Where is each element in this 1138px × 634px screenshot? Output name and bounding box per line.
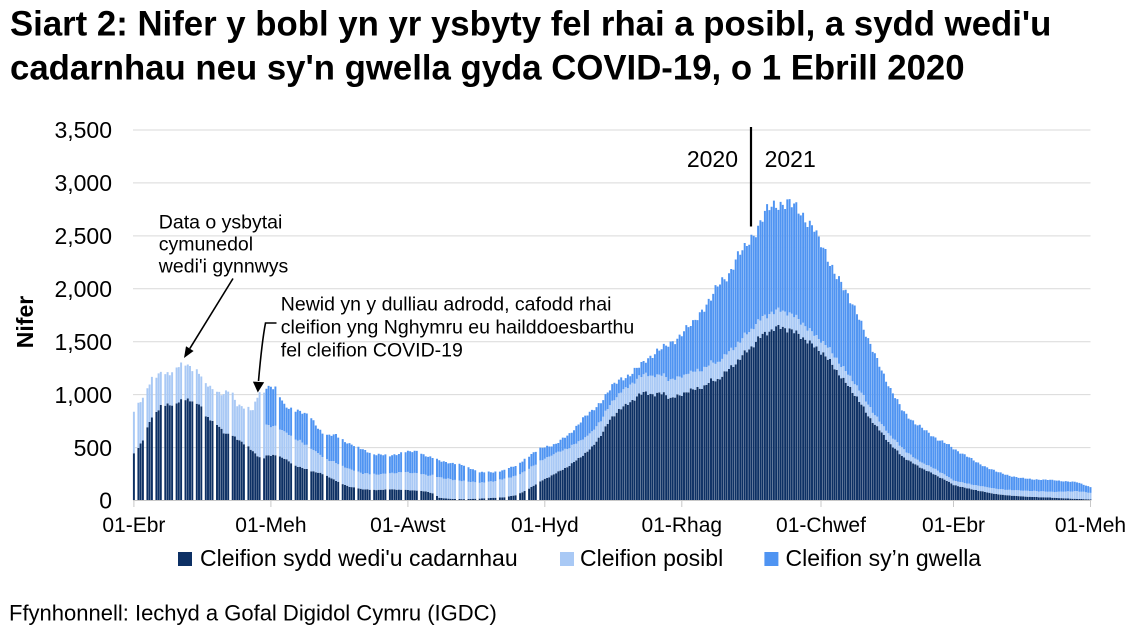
- svg-text:Siart 2: Nifer y bobl yn yr ys: Siart 2: Nifer y bobl yn yr ysbyty fel r…: [10, 6, 1051, 44]
- svg-text:01-Meh: 01-Meh: [235, 514, 306, 537]
- svg-text:Cleifion sydd wedi'u cadarnhau: Cleifion sydd wedi'u cadarnhau: [200, 545, 518, 571]
- svg-text:01-Awst: 01-Awst: [370, 514, 446, 537]
- svg-text:Ffynhonnell: Iechyd a Gofal Di: Ffynhonnell: Iechyd a Gofal Digidol Cymr…: [9, 601, 497, 626]
- svg-text:Cleifion posibl: Cleifion posibl: [580, 545, 723, 571]
- svg-text:Cleifion sy’n gwella: Cleifion sy’n gwella: [786, 545, 982, 571]
- svg-text:wedi'i gynnwys: wedi'i gynnwys: [158, 256, 289, 278]
- svg-text:01-Chwef: 01-Chwef: [776, 514, 866, 537]
- svg-text:01-Ebr: 01-Ebr: [922, 514, 985, 537]
- svg-text:cadarnhau neu sy'n gwella gyda: cadarnhau neu sy'n gwella gyda COVID-19,…: [10, 50, 965, 88]
- svg-text:Nifer: Nifer: [12, 296, 38, 348]
- svg-text:01-Hyd: 01-Hyd: [511, 514, 579, 537]
- svg-text:01-Rhag: 01-Rhag: [642, 514, 723, 537]
- svg-text:cleifion yng Nghymru eu haildd: cleifion yng Nghymru eu hailddoesbarthu: [281, 317, 634, 339]
- svg-text:Newid yn y dulliau adrodd, caf: Newid yn y dulliau adrodd, cafodd rhai: [281, 294, 612, 316]
- svg-text:2,000: 2,000: [54, 276, 112, 302]
- svg-text:fel cleifion COVID-19: fel cleifion COVID-19: [281, 340, 463, 362]
- svg-text:2021: 2021: [765, 146, 816, 172]
- svg-text:3,500: 3,500: [54, 117, 112, 143]
- svg-text:0: 0: [99, 488, 112, 514]
- svg-text:500: 500: [74, 435, 112, 461]
- svg-text:01-Ebr: 01-Ebr: [102, 514, 165, 537]
- svg-text:2,500: 2,500: [54, 223, 112, 249]
- svg-text:cymunedol: cymunedol: [159, 234, 253, 256]
- svg-text:2020: 2020: [687, 146, 738, 172]
- svg-text:3,000: 3,000: [54, 170, 112, 196]
- svg-text:01-Meh: 01-Meh: [1055, 514, 1126, 537]
- svg-text:Data o ysbytai: Data o ysbytai: [159, 212, 283, 234]
- svg-text:1,500: 1,500: [54, 329, 112, 355]
- svg-text:1,000: 1,000: [54, 382, 112, 408]
